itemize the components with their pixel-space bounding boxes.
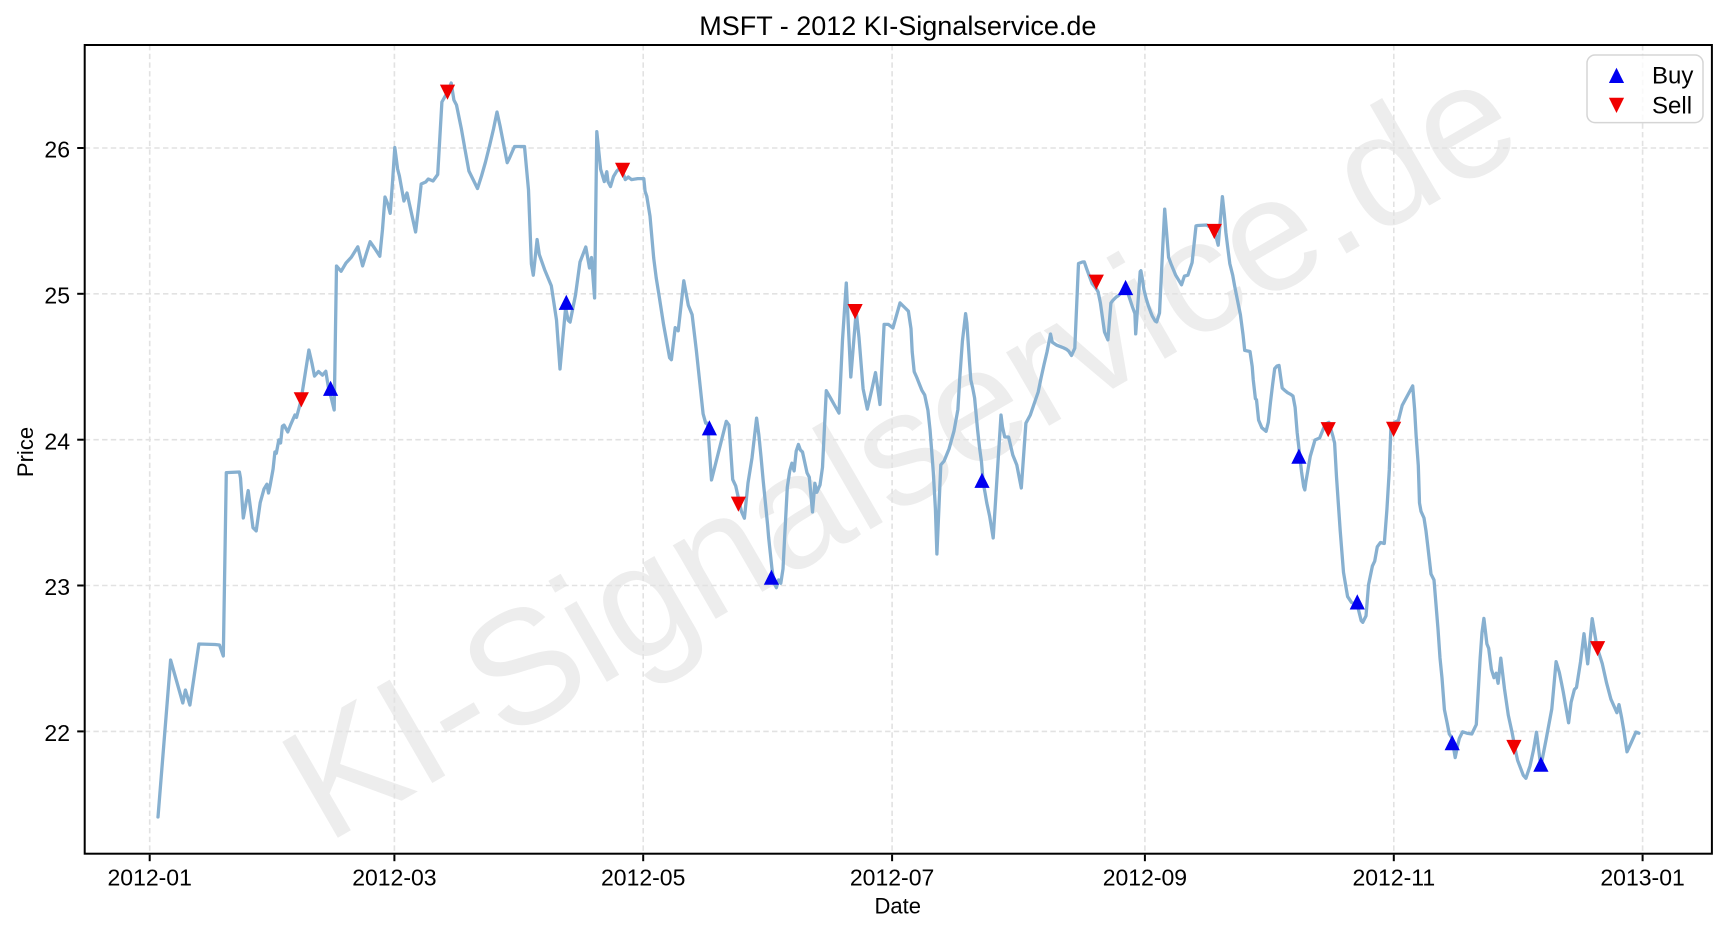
svg-text:23: 23 — [44, 574, 70, 600]
svg-text:2013-01: 2013-01 — [1600, 865, 1684, 891]
svg-text:Buy: Buy — [1652, 62, 1693, 89]
svg-text:24: 24 — [44, 428, 70, 454]
svg-text:Price: Price — [13, 427, 38, 477]
svg-text:2012-07: 2012-07 — [850, 865, 934, 891]
svg-text:25: 25 — [44, 283, 70, 309]
svg-text:Sell: Sell — [1652, 92, 1692, 119]
svg-text:2012-03: 2012-03 — [352, 865, 436, 891]
svg-text:MSFT - 2012 KI-Signalservice.d: MSFT - 2012 KI-Signalservice.de — [699, 11, 1096, 41]
svg-text:22: 22 — [44, 720, 70, 746]
svg-text:2012-05: 2012-05 — [601, 865, 685, 891]
svg-text:26: 26 — [44, 137, 70, 163]
svg-text:2012-01: 2012-01 — [107, 865, 191, 891]
svg-text:2012-09: 2012-09 — [1103, 865, 1187, 891]
svg-text:Date: Date — [875, 894, 921, 919]
svg-text:2012-11: 2012-11 — [1352, 865, 1435, 891]
